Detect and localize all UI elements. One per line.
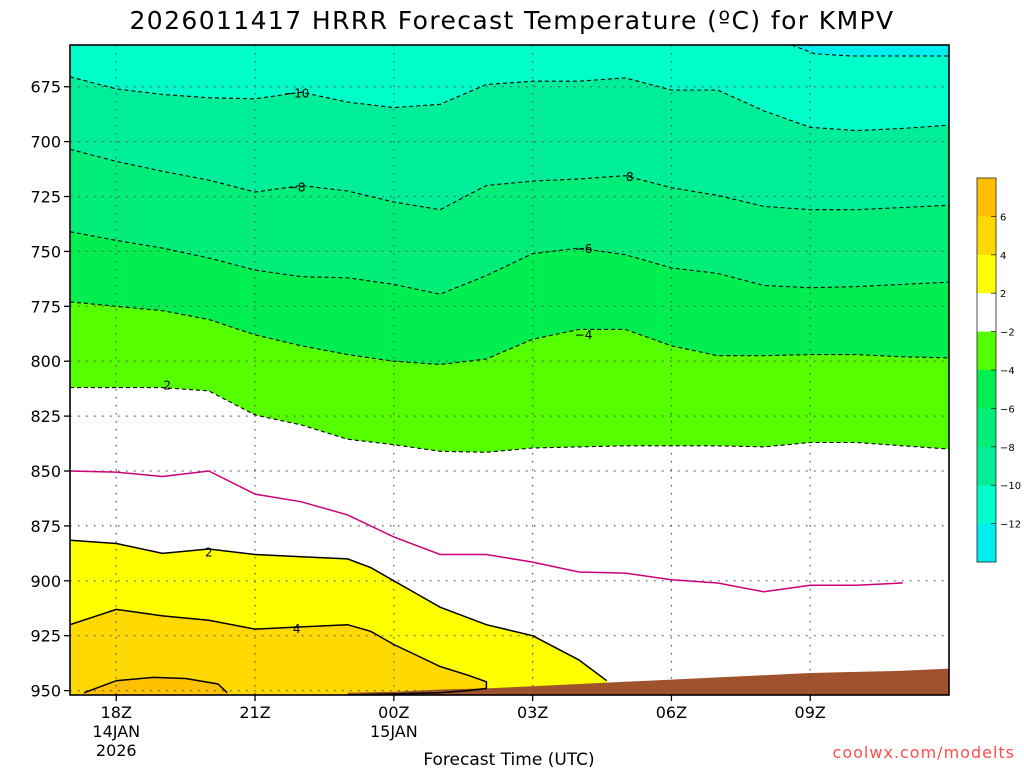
temperature-fill-regions [70,45,949,695]
contour-line-0 [70,470,903,593]
chart-title: 2026011417 HRRR Forecast Temperature (ºC… [129,6,894,35]
contour-line-2 [70,539,608,682]
contour-label: 8 [626,170,634,184]
colorbar-band [977,370,996,409]
colorbar-label: −4 [1000,366,1015,377]
contour-label: −6 [575,242,593,256]
colorbar-label: 4 [1000,251,1006,262]
colorbar-label: 2 [1000,289,1006,300]
region-4-to-6-band [70,609,487,695]
x-tick-label: 06Z [656,703,687,722]
x-tick-label: 09Z [795,703,826,722]
plot-area: −10 −8 −6 −4 8 2 2 4 [69,44,950,696]
contour-label: 2 [205,545,213,559]
contour-label: −10 [284,86,309,100]
y-tick-label: 875 [30,517,61,536]
colorbar-label: −6 [1000,404,1015,415]
contour-labels: −10 −8 −6 −4 8 2 2 4 [163,86,633,636]
contour-line-6 [83,676,228,694]
colorbar-band [977,293,996,333]
y-axis-pressure-ticks: 675 700 725 750 775 800 825 850 875 900 925 950 [30,78,70,701]
y-tick-label: 825 [30,407,61,426]
y-tick-label: 900 [30,572,61,591]
y-tick-label: 675 [30,78,61,97]
region-terrain [347,668,949,695]
colorbar-band [977,216,996,256]
plot-frame [69,44,950,696]
y-tick-label: 775 [30,297,61,316]
colorbar-band [977,446,996,486]
contour-line--8 [70,148,949,211]
x-tick-label: 00Z [378,703,409,722]
x-tick-date-label: 15JAN [370,722,418,741]
y-tick-label: 950 [30,682,61,701]
x-tick-label: 18Z [101,703,132,722]
contour-lines [70,45,949,695]
contour-label: 4 [293,622,301,636]
x-axis-title: Forecast Time (UTC) [423,750,594,768]
y-tick-label: 750 [30,242,61,261]
contour-line--10 [70,76,949,132]
contour-line--6 [70,231,949,295]
colorbar-label: 6 [1000,212,1006,223]
y-tick-label: 800 [30,352,61,371]
contour-line--2 [70,387,949,453]
source-credit: coolwx.com/modelts [833,743,1015,762]
colorbar-label: −10 [1000,481,1021,492]
colorbar-band [977,254,996,294]
contour-line--12 [791,45,949,57]
colorbar-band [977,408,996,448]
colorbar-band [977,178,996,217]
colorbar-label: −12 [1000,520,1021,531]
contour-label: 2 [163,378,171,392]
y-tick-label: 850 [30,462,61,481]
contour-label: −4 [575,328,593,342]
colorbar-label: −2 [1000,328,1015,339]
colorbar-band [977,331,996,371]
colorbar-band [977,523,996,563]
y-tick-label: 700 [30,133,61,152]
x-tick-label: 03Z [517,703,548,722]
colorbar-label: −8 [1000,443,1015,454]
contour-line--4 [70,301,949,366]
contour-label: −8 [288,181,306,195]
x-tick-date-label: 14JAN [92,722,140,741]
y-tick-label: 925 [30,627,61,646]
colorbar-band [977,485,996,525]
y-tick-label: 725 [30,188,61,207]
x-tick-label: 21Z [239,703,270,722]
x-tick-year-label: 2026 [96,741,137,760]
contour-line-4 [70,608,488,695]
color-legend: 6 4 2 −2 −4 −6 −8 −10 −12 [976,177,1021,563]
